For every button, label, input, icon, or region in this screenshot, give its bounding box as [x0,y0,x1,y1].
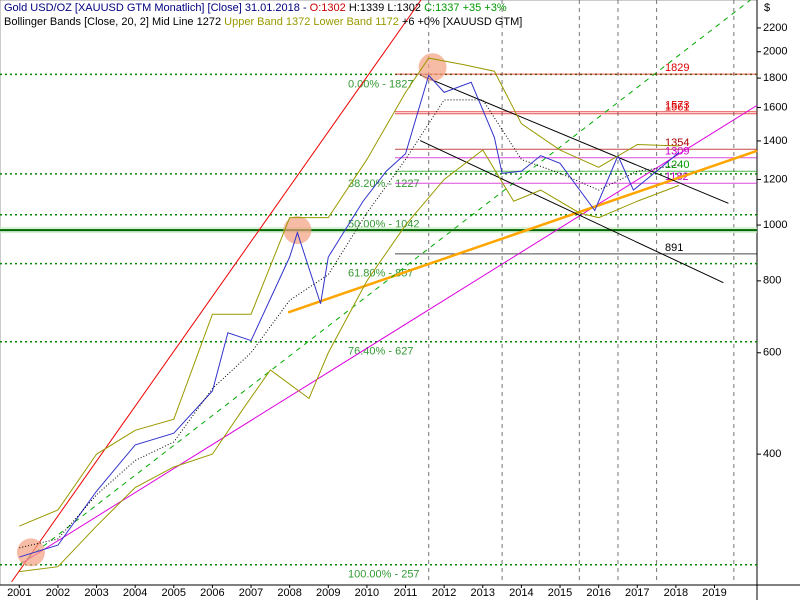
series-line [19,99,680,549]
y-tick-label: 1600 [763,101,787,113]
fib-label: 38.20% - 1227 [348,178,420,190]
trendline [419,140,724,284]
x-tick-label: 2013 [471,587,495,599]
level-label: 1561 [665,102,689,114]
fib-label: 76.40% - 627 [348,346,413,358]
x-tick-label: 2005 [162,587,186,599]
x-tick-label: 2019 [702,587,726,599]
x-tick-label: 2017 [625,587,649,599]
series-line [19,149,680,573]
level-label: 1240 [665,159,689,171]
y-tick-label: 1000 [763,219,787,231]
x-tick-label: 2001 [7,587,31,599]
level-label: 891 [665,242,683,254]
y-unit: $ [764,2,770,14]
y-tick-label: 1400 [763,135,787,147]
x-tick-label: 2018 [664,587,688,599]
trendline [420,74,729,204]
x-tick-label: 2003 [84,587,108,599]
y-tick-label: 600 [763,347,781,359]
highlight [16,538,45,567]
legend-text: C:1337 +35 +3% [424,2,507,14]
legend-text: Upper Band 1372 Lower Band 1172 [224,16,399,28]
x-tick-label: 2012 [432,587,456,599]
x-tick-label: 2009 [316,587,340,599]
legend-entry: Bollinger Bands [Close, 20, 2] Mid Line … [4,16,522,28]
x-tick-label: 2014 [509,587,533,599]
x-tick-label: 2004 [123,587,147,599]
y-tick-label: 800 [763,275,781,287]
x-tick-label: 2015 [548,587,572,599]
fib-label: 61.80% - 857 [348,268,413,280]
trendline [11,0,422,583]
fib-label: 100.00% - 257 [348,569,420,581]
x-tick-label: 2016 [586,587,610,599]
y-tick-label: 1800 [763,72,787,84]
level-label: 1573 [665,100,689,112]
x-tick-label: 2010 [355,587,379,599]
x-tick-label: 2002 [46,587,70,599]
highlight [283,216,312,245]
y-tick-label: 1200 [763,173,787,185]
series-line [19,74,680,558]
trendline [287,149,758,314]
x-tick-label: 2008 [277,587,301,599]
fib-label: 0.00% - 1827 [348,78,413,90]
x-tick-label: 2007 [239,587,263,599]
x-tick-label: 2011 [394,587,418,599]
legend-text: Bollinger Bands [Close, 20, 2] Mid Line … [4,16,224,28]
legend-text: Gold USD/OZ [XAUUSD GTM Monatlich] [Clos… [4,2,310,14]
legend-text: O:1302 [310,2,346,14]
trendline [19,104,758,566]
y-tick-label: 400 [763,448,781,460]
x-tick-label: 2006 [200,587,224,599]
plot-area [0,0,758,586]
y-tick-label: 2200 [763,22,787,34]
series-line [19,57,680,527]
level-label: 1309 [665,146,689,158]
legend-entry: Gold USD/OZ [XAUUSD GTM Monatlich] [Clos… [4,2,507,14]
level-label: 1829 [665,62,689,74]
legend-text: +6 +0% [XAUUSD GTM] [399,16,522,28]
y-tick-label: 2000 [763,46,787,58]
legend-text: H:1339 L:1302 [346,2,424,14]
trendline [19,0,751,566]
